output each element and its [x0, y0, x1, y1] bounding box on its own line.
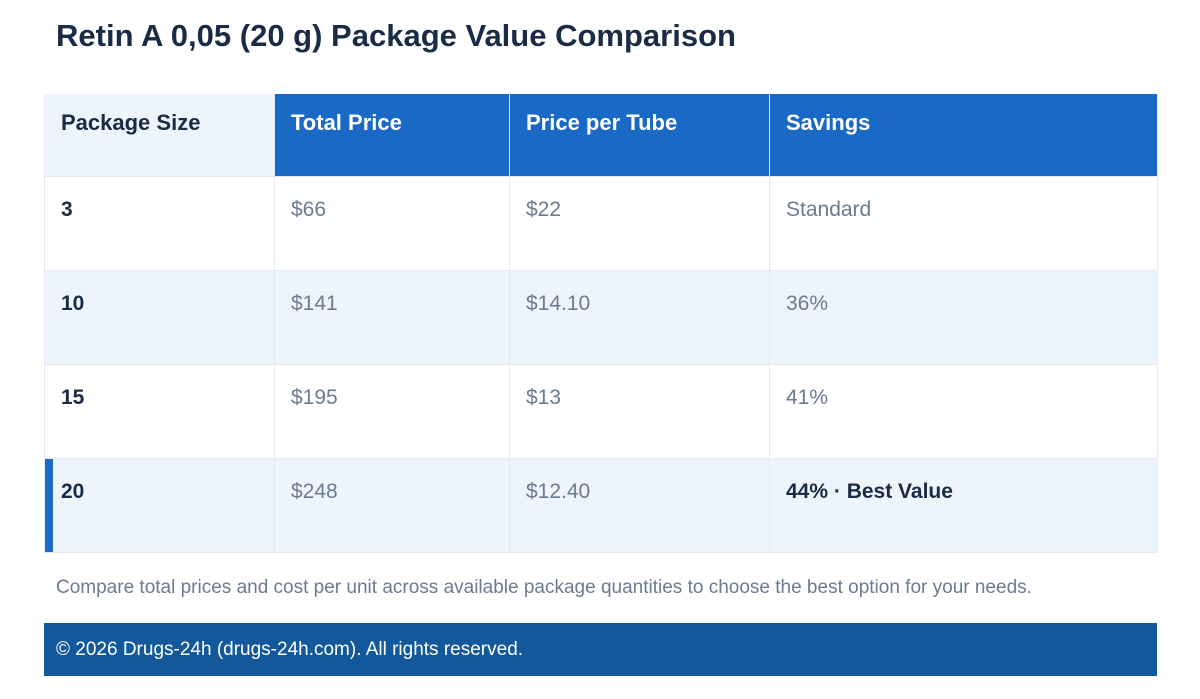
- package-comparison-table: Package Size Total Price Price per Tube …: [44, 94, 1158, 553]
- package-size-cell: 10: [44, 269, 275, 364]
- package-comparison-table-container: Package Size Total Price Price per Tube …: [44, 94, 1158, 553]
- table-header: Package Size Total Price Price per Tube …: [44, 94, 1158, 176]
- savings-cell: 36%: [769, 269, 1158, 364]
- column-header-price-per-tube: Price per Tube: [509, 94, 770, 176]
- table-row-best-value: 20 $248 $12.40 44% · Best Value: [44, 457, 1158, 553]
- column-header-package-size: Package Size: [44, 94, 275, 176]
- column-header-savings: Savings: [769, 94, 1158, 176]
- total-price-cell: $248: [274, 457, 510, 553]
- comparison-note: Compare total prices and cost per unit a…: [56, 577, 1032, 598]
- table-body: 3 $66 $22 Standard 10 $141 $14.10 36% 15…: [44, 175, 1158, 553]
- total-price-cell: $141: [274, 269, 510, 364]
- column-header-total-price: Total Price: [274, 94, 510, 176]
- total-price-cell: $195: [274, 363, 510, 458]
- price-per-tube-cell: $12.40: [509, 457, 770, 553]
- table-row: 10 $141 $14.10 36%: [44, 269, 1158, 364]
- price-per-tube-cell: $22: [509, 175, 770, 270]
- savings-cell: Standard: [769, 175, 1158, 270]
- price-per-tube-cell: $14.10: [509, 269, 770, 364]
- price-per-tube-cell: $13: [509, 363, 770, 458]
- total-price-cell: $66: [274, 175, 510, 270]
- package-size-cell: 20: [44, 457, 275, 553]
- savings-cell: 41%: [769, 363, 1158, 458]
- best-value-savings-cell: 44% · Best Value: [769, 457, 1158, 553]
- package-size-cell: 3: [44, 175, 275, 270]
- page-title: Retin A 0,05 (20 g) Package Value Compar…: [56, 18, 736, 53]
- footer-copyright: © 2026 Drugs-24h (drugs-24h.com). All ri…: [44, 623, 1157, 676]
- table-row: 15 $195 $13 41%: [44, 363, 1158, 458]
- package-size-cell: 15: [44, 363, 275, 458]
- table-row: 3 $66 $22 Standard: [44, 175, 1158, 270]
- table-header-row: Package Size Total Price Price per Tube …: [44, 94, 1158, 176]
